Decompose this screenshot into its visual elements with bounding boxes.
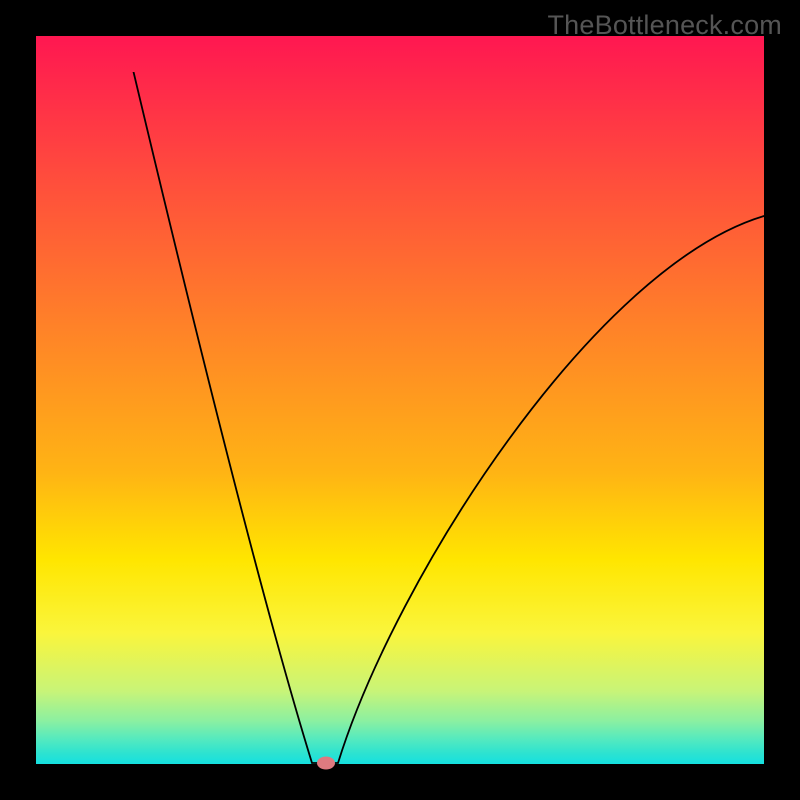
- watermark-text: TheBottleneck.com: [547, 10, 782, 41]
- chart-container: TheBottleneck.com: [0, 0, 800, 800]
- optimal-point-marker: [317, 757, 335, 770]
- bottleneck-chart: [0, 0, 800, 800]
- chart-plot-area: [36, 36, 764, 764]
